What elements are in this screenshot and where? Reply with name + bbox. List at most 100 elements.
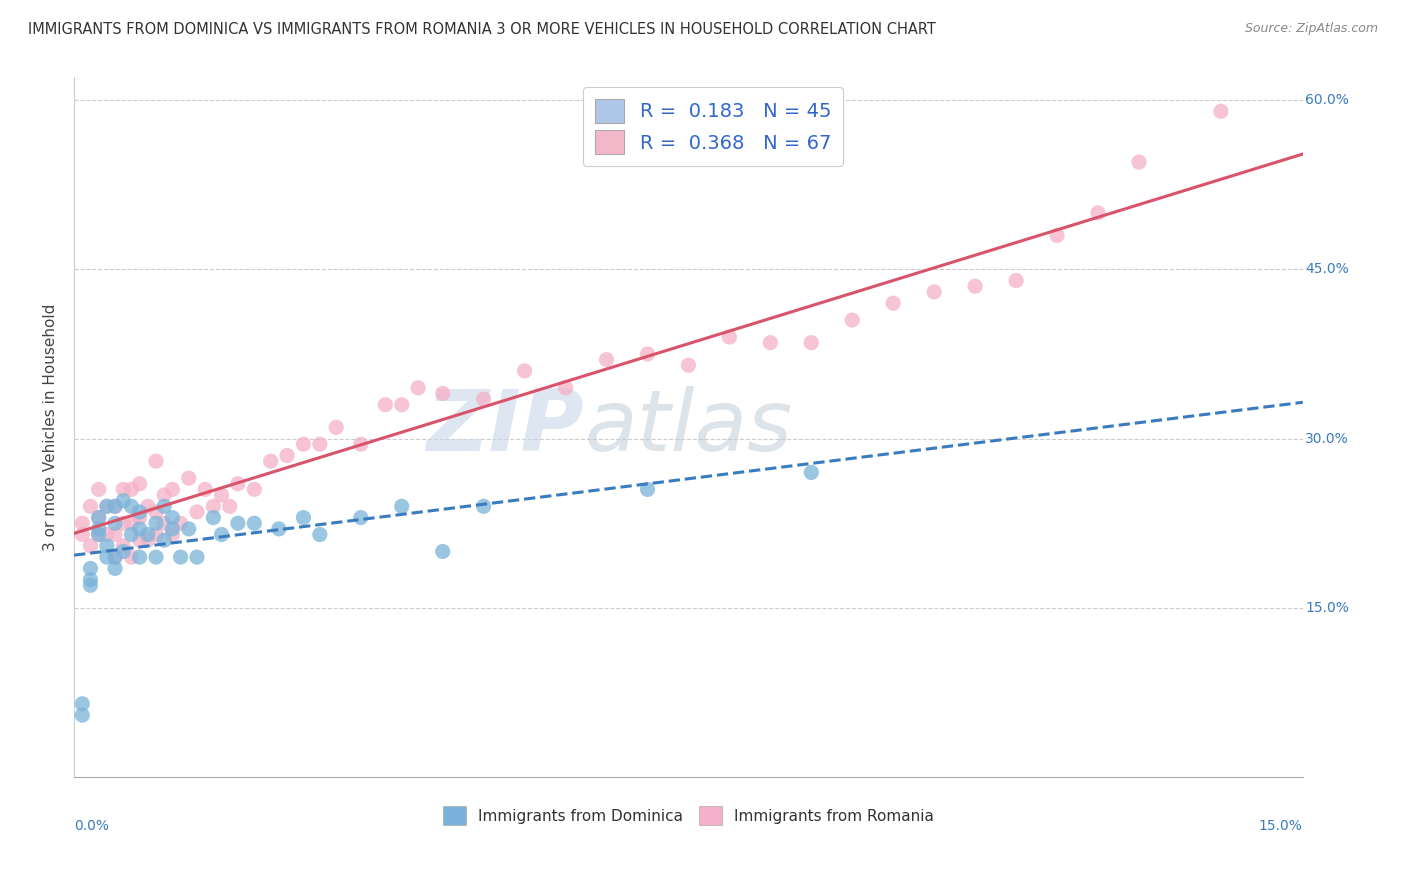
Point xyxy=(72,708,94,723)
Point xyxy=(243,516,266,531)
Text: 45.0%: 45.0% xyxy=(1305,262,1348,277)
Point xyxy=(87,527,110,541)
Point xyxy=(87,510,110,524)
Point xyxy=(276,449,298,463)
Point xyxy=(292,510,315,524)
Point xyxy=(759,335,782,350)
Point xyxy=(153,533,176,548)
Point xyxy=(145,454,167,468)
Point xyxy=(128,505,150,519)
Point xyxy=(79,578,101,592)
Text: 30.0%: 30.0% xyxy=(1305,432,1348,446)
Point xyxy=(145,527,167,541)
Point xyxy=(800,466,823,480)
Point xyxy=(432,386,454,401)
Point xyxy=(104,516,127,531)
Point xyxy=(104,500,127,514)
Point xyxy=(432,544,454,558)
Point xyxy=(374,398,396,412)
Point xyxy=(406,381,429,395)
Point xyxy=(350,510,373,524)
Point xyxy=(153,488,176,502)
Text: IMMIGRANTS FROM DOMINICA VS IMMIGRANTS FROM ROMANIA 3 OR MORE VEHICLES IN HOUSEH: IMMIGRANTS FROM DOMINICA VS IMMIGRANTS F… xyxy=(28,22,936,37)
Point xyxy=(308,527,330,541)
Point xyxy=(637,483,659,497)
Point xyxy=(104,550,127,565)
Point xyxy=(267,522,290,536)
Point xyxy=(177,471,200,485)
Point xyxy=(128,522,150,536)
Point xyxy=(136,533,159,548)
Point xyxy=(128,510,150,524)
Point xyxy=(678,358,700,372)
Point xyxy=(226,516,249,531)
Point xyxy=(112,483,135,497)
Text: atlas: atlas xyxy=(583,386,792,469)
Point xyxy=(72,527,94,541)
Point xyxy=(882,296,904,310)
Point xyxy=(145,505,167,519)
Point xyxy=(1128,155,1150,169)
Point xyxy=(800,335,823,350)
Point xyxy=(120,483,142,497)
Point xyxy=(226,476,249,491)
Text: 60.0%: 60.0% xyxy=(1305,93,1350,107)
Point xyxy=(120,550,142,565)
Point xyxy=(718,330,741,344)
Point xyxy=(218,500,240,514)
Point xyxy=(96,500,118,514)
Point xyxy=(472,392,495,406)
Point xyxy=(1046,228,1069,243)
Point xyxy=(112,493,135,508)
Point xyxy=(922,285,945,299)
Point xyxy=(153,516,176,531)
Point xyxy=(72,697,94,711)
Point xyxy=(79,539,101,553)
Point xyxy=(1087,206,1109,220)
Point xyxy=(79,561,101,575)
Point xyxy=(350,437,373,451)
Point xyxy=(202,510,225,524)
Point xyxy=(965,279,987,293)
Point xyxy=(211,527,233,541)
Point xyxy=(211,488,233,502)
Point xyxy=(1209,104,1232,119)
Text: 0.0%: 0.0% xyxy=(75,819,110,833)
Point xyxy=(87,483,110,497)
Point xyxy=(513,364,536,378)
Point xyxy=(325,420,347,434)
Point xyxy=(136,500,159,514)
Point xyxy=(112,544,135,558)
Point xyxy=(145,516,167,531)
Text: 15.0%: 15.0% xyxy=(1258,819,1303,833)
Point xyxy=(169,516,191,531)
Point xyxy=(554,381,576,395)
Point xyxy=(120,527,142,541)
Point xyxy=(104,561,127,575)
Point xyxy=(391,500,413,514)
Point xyxy=(87,527,110,541)
Point xyxy=(292,437,315,451)
Point xyxy=(472,500,495,514)
Point xyxy=(153,500,176,514)
Point xyxy=(136,527,159,541)
Legend: Immigrants from Dominica, Immigrants from Romania: Immigrants from Dominica, Immigrants fro… xyxy=(436,798,941,832)
Point xyxy=(637,347,659,361)
Point xyxy=(243,483,266,497)
Text: Source: ZipAtlas.com: Source: ZipAtlas.com xyxy=(1244,22,1378,36)
Point xyxy=(104,500,127,514)
Point xyxy=(145,550,167,565)
Point xyxy=(112,539,135,553)
Point xyxy=(841,313,863,327)
Text: ZIP: ZIP xyxy=(426,386,583,469)
Point xyxy=(186,505,208,519)
Point xyxy=(112,516,135,531)
Point xyxy=(162,522,184,536)
Point xyxy=(169,550,191,565)
Point xyxy=(162,527,184,541)
Point xyxy=(177,522,200,536)
Point xyxy=(96,539,118,553)
Text: 15.0%: 15.0% xyxy=(1305,601,1350,615)
Point xyxy=(308,437,330,451)
Point xyxy=(79,500,101,514)
